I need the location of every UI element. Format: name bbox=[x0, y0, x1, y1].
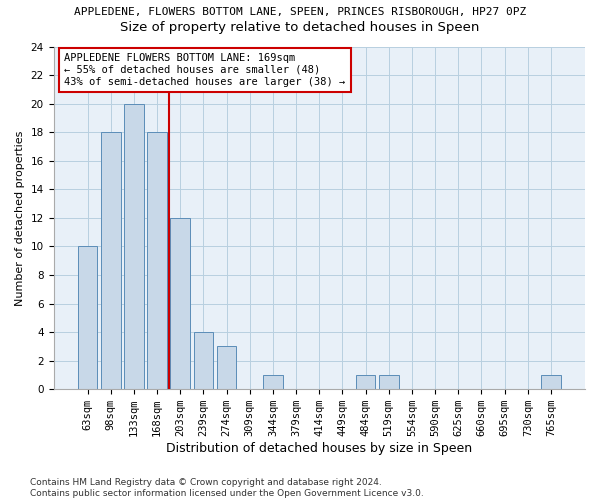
Bar bbox=[541, 375, 561, 389]
Bar bbox=[217, 346, 236, 389]
Bar bbox=[124, 104, 144, 389]
Bar bbox=[379, 375, 398, 389]
Bar bbox=[147, 132, 167, 389]
Bar bbox=[170, 218, 190, 389]
Text: APPLEDENE FLOWERS BOTTOM LANE: 169sqm
← 55% of detached houses are smaller (48)
: APPLEDENE FLOWERS BOTTOM LANE: 169sqm ← … bbox=[64, 54, 346, 86]
Bar bbox=[194, 332, 213, 389]
Bar bbox=[77, 246, 97, 389]
X-axis label: Distribution of detached houses by size in Speen: Distribution of detached houses by size … bbox=[166, 442, 472, 455]
Text: APPLEDENE, FLOWERS BOTTOM LANE, SPEEN, PRINCES RISBOROUGH, HP27 0PZ: APPLEDENE, FLOWERS BOTTOM LANE, SPEEN, P… bbox=[74, 8, 526, 18]
Text: Contains HM Land Registry data © Crown copyright and database right 2024.
Contai: Contains HM Land Registry data © Crown c… bbox=[30, 478, 424, 498]
Text: Size of property relative to detached houses in Speen: Size of property relative to detached ho… bbox=[121, 21, 479, 34]
Bar bbox=[101, 132, 121, 389]
Y-axis label: Number of detached properties: Number of detached properties bbox=[15, 130, 25, 306]
Bar bbox=[356, 375, 376, 389]
Bar bbox=[263, 375, 283, 389]
